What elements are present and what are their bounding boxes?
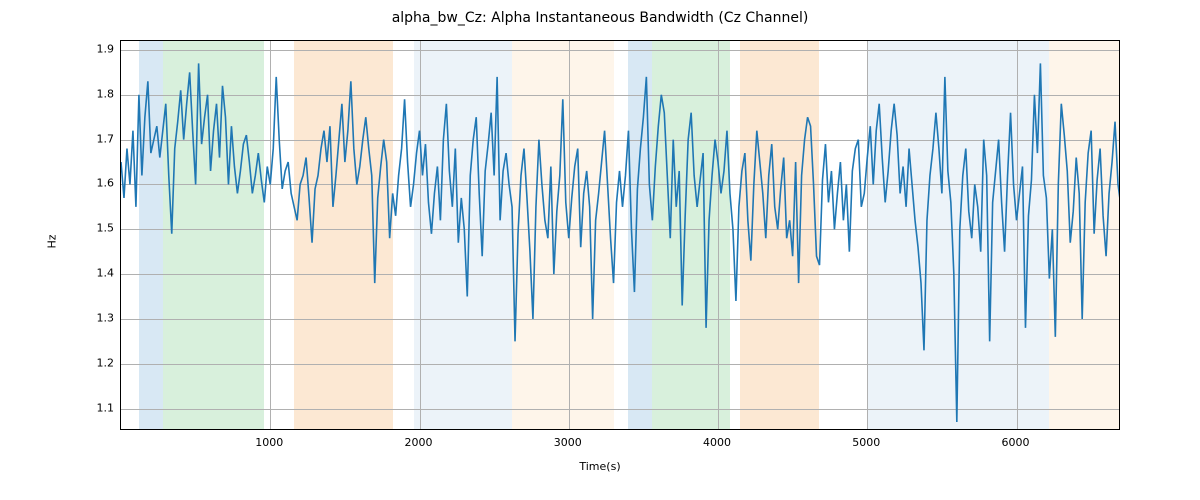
y-tick-label: 1.9 [84,42,114,55]
x-tick-label: 1000 [255,436,283,449]
x-tick-label: 5000 [852,436,880,449]
chart-title: alpha_bw_Cz: Alpha Instantaneous Bandwid… [0,10,1200,26]
line-series [121,41,1119,429]
y-tick-label: 1.8 [84,87,114,100]
y-tick-label: 1.3 [84,311,114,324]
y-tick-label: 1.2 [84,356,114,369]
y-tick-label: 1.4 [84,267,114,280]
x-axis-label: Time(s) [0,460,1200,473]
y-axis-label: Hz [46,234,59,248]
y-tick-label: 1.1 [84,401,114,414]
y-tick-label: 1.5 [84,222,114,235]
x-tick-label: 6000 [1002,436,1030,449]
x-tick-label: 4000 [703,436,731,449]
y-tick-label: 1.7 [84,132,114,145]
plot-area [120,40,1120,430]
x-tick-label: 2000 [405,436,433,449]
x-tick-label: 3000 [554,436,582,449]
y-tick-label: 1.6 [84,177,114,190]
chart-container: alpha_bw_Cz: Alpha Instantaneous Bandwid… [0,0,1200,500]
